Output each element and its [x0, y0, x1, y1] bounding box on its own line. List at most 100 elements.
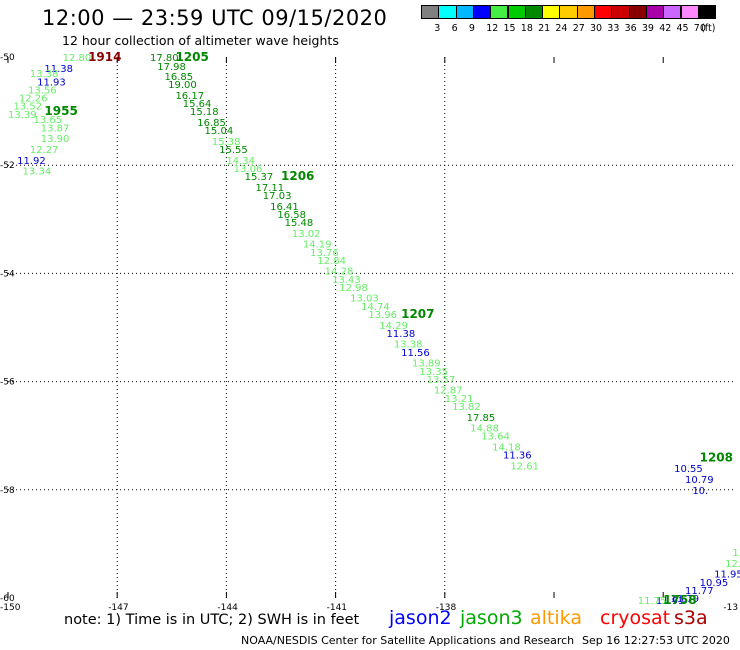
footer-credit: NOAA/NESDIS Center for Satellite Applica… [241, 634, 575, 647]
satellite-cryosat: cryosat [600, 607, 671, 629]
wave-height-value: 13.38 [394, 340, 423, 351]
longitude-label: -141 [327, 603, 347, 612]
satellite-altika: altika [530, 607, 582, 629]
wave-height-value: 14.18 [492, 443, 521, 454]
wave-height-map: -150 -147 -144 -141 -138 -13 -50 -52 -54 -56 -58 -6… [0, 50, 740, 612]
wave-height-value: 12.9 [725, 559, 740, 570]
wave-height-value: 17.85 [467, 413, 496, 424]
wave-height-value: 11.77 [685, 586, 714, 597]
pass-time-label: 1208 [700, 450, 733, 464]
wave-height-value: 13.96 [368, 310, 397, 321]
wave-height-value: 14.88 [470, 424, 499, 435]
wave-height-value: 17.03 [263, 191, 292, 202]
wave-height-value: 15.55 [219, 145, 248, 156]
axis-labels: -150 -147 -144 -141 -138 -13 -50 -52 -54 -56 -58 -6… [0, 53, 738, 612]
wave-height-value: 15.64 [183, 99, 212, 110]
wave-height-value: 13.89 [412, 359, 441, 370]
satellite-s3a: s3a [674, 607, 708, 629]
wave-height-value: 14.34 [226, 156, 255, 167]
wave-height-value: 17.98 [157, 62, 186, 73]
wave-height-value: 11.38 [44, 64, 73, 75]
wave-height-value: 13.64 [481, 432, 510, 443]
wave-height-value: 12.27 [30, 145, 59, 156]
wave-height-value: 11.92 [17, 156, 46, 167]
legend-unit: (ft) [701, 23, 716, 34]
wave-height-value: 13.21 [445, 394, 474, 405]
wave-height-value: 13.02 [292, 229, 321, 240]
legend-tick: 12 [486, 23, 499, 34]
wave-height-value: 14.74 [361, 302, 390, 313]
wave-height-value: 17.11 [256, 183, 285, 194]
wave-height-value: 13.82 [452, 402, 481, 413]
wave-height-value: 16.85 [197, 118, 226, 129]
legend-tick: 70 [693, 23, 706, 34]
wave-height-value: 19.00 [168, 80, 197, 91]
legend-tick: 27 [572, 23, 585, 34]
wave-height-value: 16.17 [175, 91, 204, 102]
latitude-label: -54 [0, 269, 15, 279]
wave-height-value: 12.80 [63, 53, 92, 64]
wave-height-value: 13.65 [33, 115, 62, 126]
pass-time-label: 1955 [44, 104, 77, 118]
wave-height-value: 12.87 [434, 386, 463, 397]
wave-height-value: 12.84 [317, 256, 346, 267]
legend-swatch [697, 5, 717, 19]
wave-height-value: 17.80 [150, 53, 179, 64]
wave-height-value: 11.95 [714, 570, 740, 581]
wave-height-value: 13.34 [23, 167, 52, 178]
wave-height-value: 16.41 [270, 202, 299, 213]
latitude-label: -50 [0, 53, 15, 63]
wave-height-value: 11.79 [670, 594, 699, 605]
longitude-label: -138 [436, 603, 457, 612]
legend-tick: 36 [624, 23, 637, 34]
wave-height-value: 15.18 [190, 107, 219, 118]
wave-height-value: 13.76 [310, 248, 339, 259]
wave-height-value: 13.06 [234, 164, 263, 175]
legend-tick: 39 [641, 23, 654, 34]
wave-height-value: 13.38 [30, 69, 59, 80]
wave-height-value: 14.29 [379, 321, 408, 332]
wave-height-value: 10.95 [700, 578, 729, 589]
wave-height-value: 13.87 [41, 123, 70, 134]
wave-height-value: 16.85 [165, 72, 194, 83]
wave-height-value: 12.26 [19, 94, 48, 105]
legend-tick: 45 [676, 23, 689, 34]
wave-height-value: 13.56 [28, 85, 57, 96]
wave-height-value: 10. [692, 486, 708, 497]
wave-height-value: 13.39 [8, 110, 37, 121]
map-subtitle: 12 hour collection of altimeter wave hei… [62, 33, 339, 48]
wave-height-value: 12.61 [510, 461, 539, 472]
satellite-jason3: jason3 [460, 607, 523, 629]
pass-time-label: 1207 [401, 307, 434, 321]
legend-tick: 3 [434, 23, 441, 34]
wave-height-value: 13.43 [332, 275, 361, 286]
wave-height-value: 10.55 [674, 464, 703, 475]
wave-height-value: 15.04 [205, 126, 234, 137]
legend-tick: 15 [503, 23, 516, 34]
wave-height-value: 11.36 [503, 451, 532, 462]
wave-height-labels: 12.80191411.3813.3811.9313.5612.2613.521… [8, 50, 740, 607]
latitude-label: -58 [0, 486, 15, 496]
satellite-jason2: jason2 [389, 607, 452, 629]
wave-height-value: 13.52 [13, 102, 42, 113]
wave-height-value: 13 [732, 548, 740, 559]
wave-height-value: 14.28 [325, 267, 354, 278]
pass-time-label: 1206 [281, 169, 314, 183]
wave-height-value: 13.90 [41, 134, 70, 145]
legend-tick: 30 [590, 23, 603, 34]
wave-height-value: 10.79 [685, 475, 714, 486]
legend-tick: 6 [451, 23, 458, 34]
latitude-label: -60 [0, 594, 15, 604]
wave-height-value: 13.57 [427, 375, 456, 386]
longitude-label: -147 [108, 603, 128, 612]
wave-height-value: 11.93 [656, 596, 685, 607]
footer-note: note: 1) Time is in UTC; 2) SWH is in fe… [64, 612, 360, 628]
legend-tick: 24 [555, 23, 568, 34]
legend-tick: 42 [659, 23, 672, 34]
longitude-label: -144 [217, 603, 238, 612]
map-title: 12:00 — 23:59 UTC 09/15/2020 [42, 6, 388, 30]
wave-height-value: 16.58 [277, 210, 306, 221]
wave-height-value: 11.56 [401, 348, 430, 359]
latitude-label: -52 [0, 161, 15, 171]
latitude-label: -56 [0, 378, 15, 388]
